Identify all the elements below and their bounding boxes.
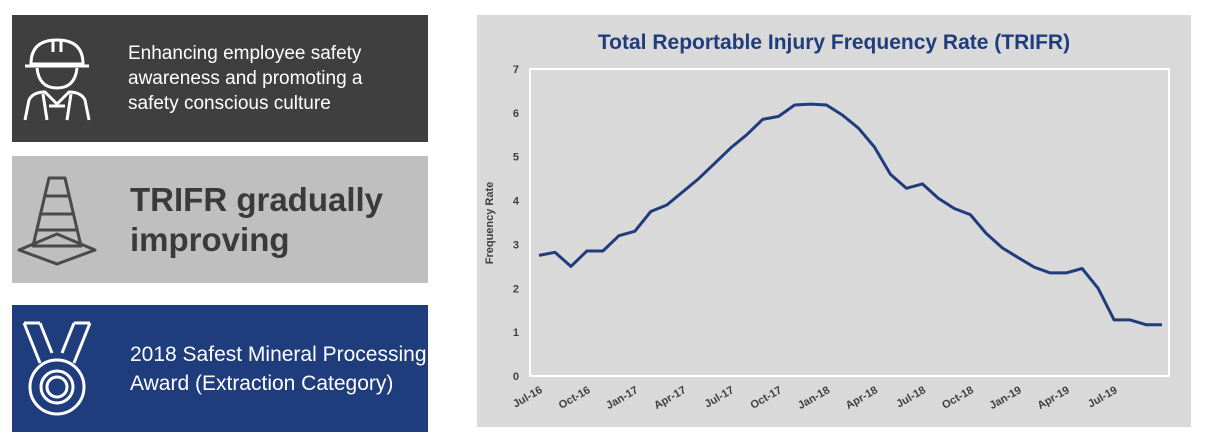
award-text: 2018 Safest Mineral Processing Award (Ex… [130,342,427,395]
series-line-trifr [538,102,1162,327]
x-tick-label: Jul-16 [511,384,545,410]
worker-hardhat-icon [12,34,102,124]
safety-culture-panel: Enhancing employee safety awareness and … [12,15,428,142]
medal-icon [12,319,102,419]
y-axis-label: Frequency Rate [484,182,496,265]
x-tick-label: Apr-17 [652,384,688,412]
x-tick-label: Jan-17 [604,384,640,412]
safety-culture-text: Enhancing employee safety awareness and … [128,43,363,114]
x-tick-label: Apr-19 [1035,384,1071,412]
trifr-status-panel: TRIFR gradually improving [12,156,428,283]
y-tick-label: 3 [513,239,519,251]
x-tick-label: Jul-17 [703,384,737,410]
y-tick-label: 6 [513,108,519,120]
plot-area [529,68,1170,377]
x-tick-label: Jul-19 [1086,384,1120,410]
y-tick-label: 4 [513,196,520,208]
chart-svg: Total Reportable Injury Frequency Rate (… [484,31,1170,412]
y-tick-label: 1 [513,327,519,339]
x-tick-label: Oct-17 [748,384,784,412]
trifr-status-text: TRIFR gradually improving [130,180,384,258]
x-tick-label: Apr-18 [844,384,880,412]
x-tick-label: Jan-19 [988,384,1024,412]
x-tick-label: Jul-18 [894,384,928,410]
x-tick-label: Jan-18 [796,384,832,412]
traffic-cone-icon [12,174,102,266]
y-tick-label: 0 [513,371,519,383]
x-tick-label: Oct-16 [557,384,593,412]
y-tick-label: 2 [513,283,519,295]
trifr-chart: Total Reportable Injury Frequency Rate (… [477,15,1191,427]
chart-title: Total Reportable Injury Frequency Rate (… [598,31,1070,54]
x-tick-label: Oct-18 [940,384,976,412]
y-tick-label: 7 [513,64,519,76]
award-panel: 2018 Safest Mineral Processing Award (Ex… [12,305,428,432]
y-tick-label: 5 [513,152,519,164]
